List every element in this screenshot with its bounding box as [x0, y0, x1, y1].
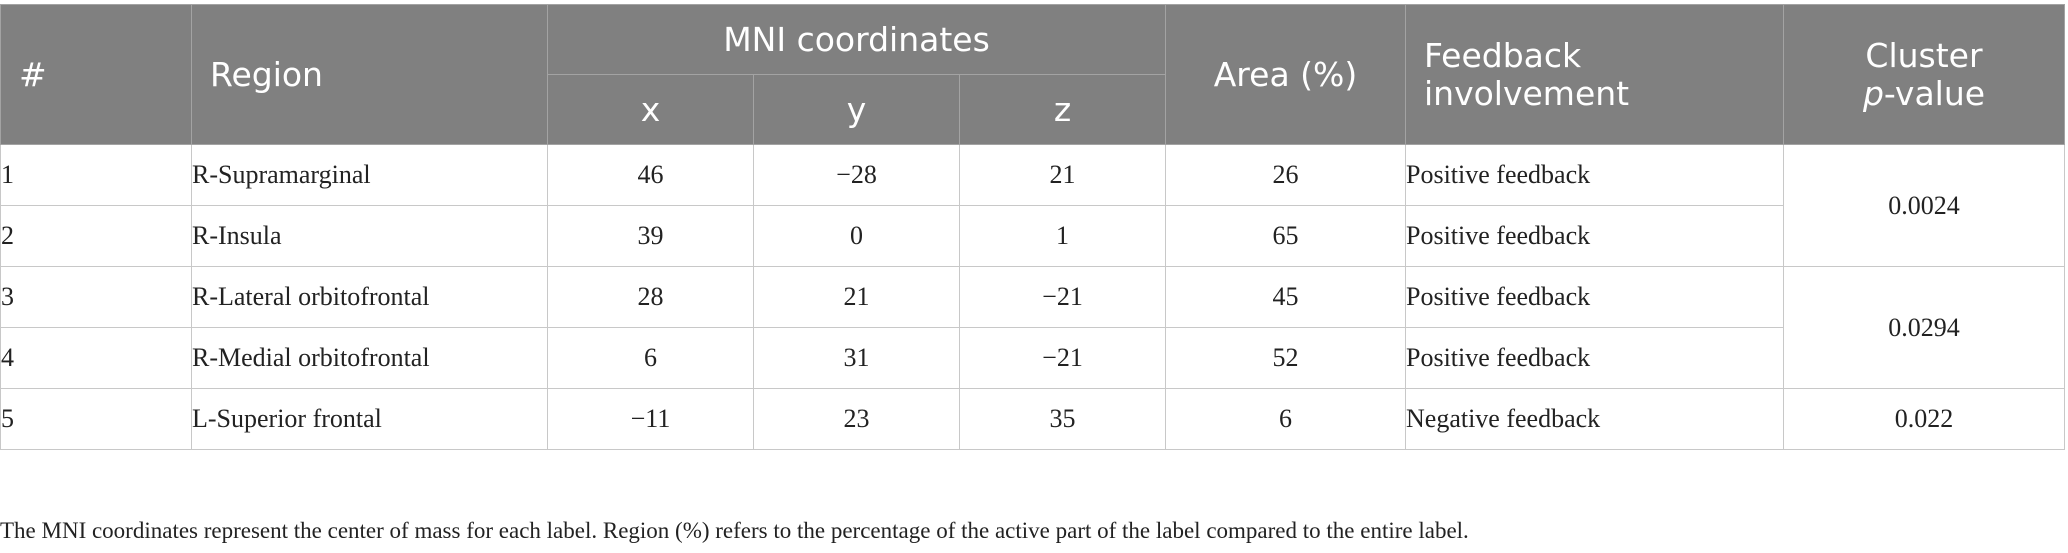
- cell-z: −21: [959, 266, 1166, 328]
- cell-area: 45: [1165, 266, 1406, 328]
- cell-area: 6: [1165, 388, 1406, 450]
- cell-y: 21: [753, 266, 960, 328]
- cell-cluster-p-value: 0.0024: [1783, 144, 2065, 267]
- header-cluster-line1: Cluster: [1865, 35, 1983, 75]
- header-area: Area (%): [1165, 4, 1406, 145]
- cell-feedback: Positive feedback: [1405, 266, 1784, 328]
- cell-y: 0: [753, 205, 960, 267]
- cell-area: 52: [1165, 327, 1406, 389]
- header-number: #: [0, 4, 192, 145]
- header-feedback-involvement: Feedback involvement: [1405, 4, 1784, 145]
- cell-x: 6: [547, 327, 754, 389]
- cell-y: 23: [753, 388, 960, 450]
- cell-region: R-Insula: [191, 205, 548, 267]
- cell-x: 46: [547, 144, 754, 206]
- cell-area: 65: [1165, 205, 1406, 267]
- cell-number: 2: [0, 205, 192, 267]
- header-feedback-text: Feedback involvement: [1424, 35, 1630, 113]
- header-cluster-value: -value: [1883, 73, 1986, 113]
- cell-feedback: Positive feedback: [1405, 205, 1784, 267]
- cell-region: R-Medial orbitofrontal: [191, 327, 548, 389]
- header-mni-coordinates: MNI coordinates: [547, 4, 1166, 75]
- header-cluster-p: p: [1862, 73, 1884, 113]
- cell-z: −21: [959, 327, 1166, 389]
- cell-x: −11: [547, 388, 754, 450]
- cell-z: 21: [959, 144, 1166, 206]
- table-row: 5 L-Superior frontal −11 23 35 6 Negativ…: [0, 388, 2065, 450]
- table-footnote: The MNI coordinates represent the center…: [0, 518, 1469, 543]
- cell-x: 28: [547, 266, 754, 328]
- cell-cluster-p-value: 0.022: [1783, 388, 2065, 450]
- cell-number: 3: [0, 266, 192, 328]
- table-row: 3 R-Lateral orbitofrontal 28 21 −21 45 P…: [0, 266, 2065, 389]
- cell-x: 39: [547, 205, 754, 267]
- header-region: Region: [191, 4, 548, 145]
- cell-region: R-Supramarginal: [191, 144, 548, 206]
- cell-y: −28: [753, 144, 960, 206]
- table-row: 1 R-Supramarginal 46 −28 21 26 Positive …: [0, 144, 2065, 267]
- cell-number: 5: [0, 388, 192, 450]
- cell-feedback: Negative feedback: [1405, 388, 1784, 450]
- cell-z: 35: [959, 388, 1166, 450]
- cell-region: R-Lateral orbitofrontal: [191, 266, 548, 328]
- cell-feedback: Positive feedback: [1405, 327, 1784, 389]
- header-cluster-line2: p-value: [1785, 73, 2063, 113]
- header-z: z: [959, 74, 1166, 145]
- header-y: y: [753, 74, 960, 145]
- results-table: # Region MNI coordinates Area (%) Feedba…: [0, 4, 2065, 450]
- cell-y: 31: [753, 327, 960, 389]
- cell-area: 26: [1165, 144, 1406, 206]
- cell-z: 1: [959, 205, 1166, 267]
- header-x: x: [547, 74, 754, 145]
- header-cluster-p-value: Cluster p-value: [1783, 4, 2065, 145]
- table-row: 2 R-Insula 39 0 1 65 Positive feedback: [0, 205, 2065, 267]
- cell-number: 1: [0, 144, 192, 206]
- cell-cluster-p-value: 0.0294: [1783, 266, 2065, 389]
- cell-number: 4: [0, 327, 192, 389]
- cell-feedback: Positive feedback: [1405, 144, 1784, 206]
- cell-region: L-Superior frontal: [191, 388, 548, 450]
- table-row: 4 R-Medial orbitofrontal 6 31 −21 52 Pos…: [0, 327, 2065, 389]
